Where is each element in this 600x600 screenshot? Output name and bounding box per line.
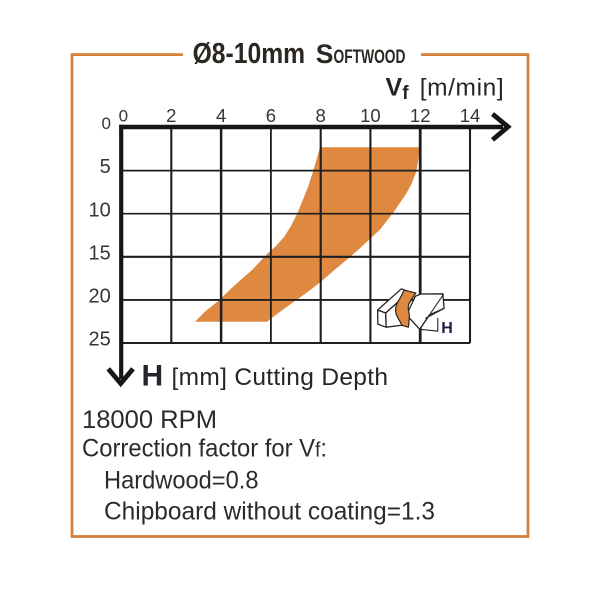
- svg-text:20: 20: [89, 286, 111, 308]
- svg-text:S: S: [316, 39, 334, 69]
- svg-text:2: 2: [166, 105, 176, 126]
- svg-text:6: 6: [266, 105, 276, 126]
- svg-text:Chipboard without coating=1.3: Chipboard without coating=1.3: [104, 498, 435, 526]
- svg-text:18000 RPM: 18000 RPM: [82, 406, 217, 434]
- svg-text:Correction factor for Vf:: Correction factor for Vf:: [82, 435, 327, 463]
- svg-text:12: 12: [410, 105, 431, 126]
- svg-text:Ø8-10mm: Ø8-10mm: [193, 38, 306, 70]
- svg-text:8: 8: [316, 105, 326, 126]
- svg-text:15: 15: [89, 242, 111, 264]
- svg-text:0: 0: [102, 114, 111, 133]
- svg-text:H: H: [441, 320, 453, 337]
- svg-text:10: 10: [360, 105, 381, 126]
- svg-text:[mm] Cutting Depth: [mm] Cutting Depth: [172, 364, 389, 391]
- svg-text:25: 25: [89, 329, 111, 351]
- svg-text:14: 14: [460, 105, 481, 126]
- svg-text:4: 4: [216, 105, 226, 126]
- svg-text:OFTWOOD: OFTWOOD: [334, 46, 406, 68]
- svg-text:[m/min]: [m/min]: [420, 74, 504, 101]
- svg-text:10: 10: [89, 199, 111, 221]
- svg-text:H: H: [142, 360, 164, 393]
- svg-text:Hardwood=0.8: Hardwood=0.8: [104, 467, 259, 495]
- svg-text:0: 0: [119, 106, 128, 125]
- svg-text:5: 5: [100, 156, 111, 178]
